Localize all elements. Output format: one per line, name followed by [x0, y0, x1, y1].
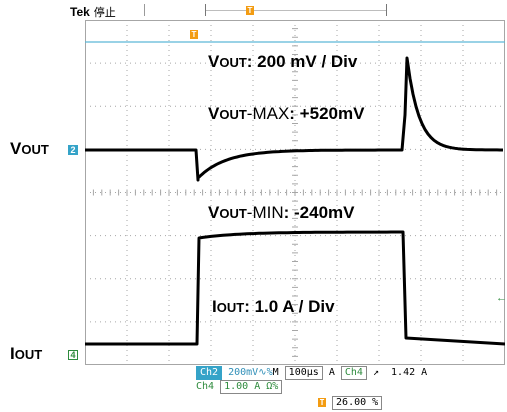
trigger-position-icon: T	[318, 397, 326, 407]
acquisition-state: 停止	[93, 7, 116, 19]
vout-channel-label: VOUT	[10, 139, 49, 158]
brand-text: Tek	[70, 5, 90, 19]
ch4-ground-marker[interactable]: 4	[68, 350, 78, 360]
iout-trace	[85, 230, 505, 346]
vout-max-annotation: VOUT-MAX: +520mV	[208, 104, 365, 123]
waveform-traces	[85, 56, 505, 346]
ch2-status-label[interactable]: Ch2	[196, 366, 223, 380]
ch4-scale[interactable]: 1.00 A Ω%	[220, 380, 283, 394]
iout-scale-annotation: IOUT: 1.0 A / Div	[212, 297, 335, 316]
acquisition-mode: A	[328, 367, 335, 378]
ch4-status-label[interactable]: Ch4	[196, 381, 215, 392]
iout-channel-label: IOUT	[10, 344, 43, 363]
status-row-1: Ch2 200mV∿%M 100µs A Ch4 ↗ 1.42 A	[196, 366, 427, 380]
trigger-slope-icon: ↗	[372, 367, 379, 378]
trigger-time-marker-icon: T	[190, 30, 198, 39]
vout-min-annotation: VOUT-MIN: -240mV	[208, 203, 355, 222]
ch2-ground-marker[interactable]: 2	[68, 145, 78, 155]
ch2-coupling-icon: ∿%	[258, 367, 273, 378]
status-row-2: Ch4 1.00 A Ω%	[196, 380, 283, 394]
ch2-scale[interactable]: 200mV	[228, 367, 259, 378]
trigger-position-marker-icon[interactable]: T	[246, 6, 254, 15]
trigger-level-arrow-icon: ←	[496, 292, 507, 304]
vout-scale-annotation: VOUT: 200 mV / Div	[208, 52, 358, 71]
oscilloscope-display	[85, 20, 505, 365]
brand-label: Tek 停止	[70, 4, 116, 20]
record-view-bar	[205, 4, 387, 16]
vout-trace	[85, 56, 503, 182]
trigger-source[interactable]: Ch4	[340, 366, 367, 380]
timebase-value[interactable]: 100µs	[284, 366, 323, 380]
header-divider	[144, 4, 145, 16]
trigger-position-value[interactable]: 26.00 %	[332, 396, 383, 410]
trigger-position-readout: T 26.00 %	[318, 396, 383, 410]
timebase-prefix: M	[272, 367, 279, 378]
graticule	[85, 20, 505, 365]
trigger-level-value[interactable]: 1.42 A	[391, 367, 428, 378]
